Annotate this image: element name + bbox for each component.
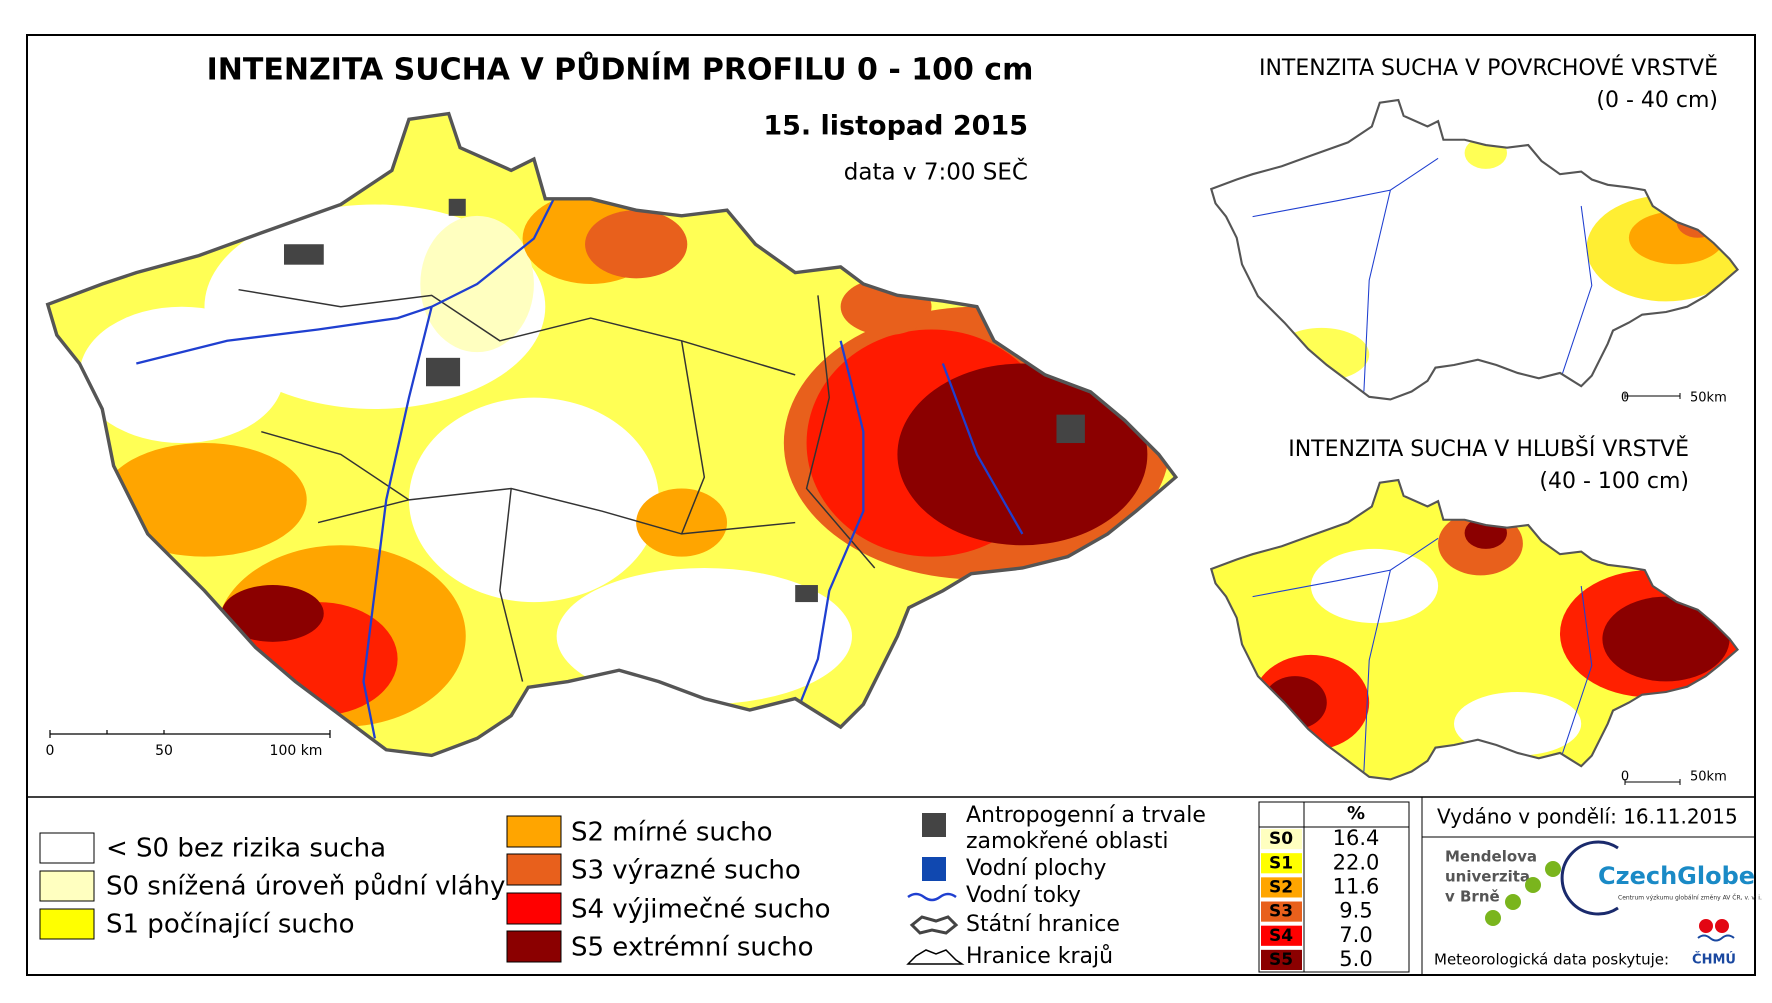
class-percent: 9.5: [1339, 899, 1372, 923]
class-percent: 22.0: [1333, 850, 1380, 874]
inset-scale-line: [1624, 779, 1681, 785]
logo-text: v Brně: [1445, 888, 1500, 906]
map-title: INTENZITA SUCHA V PŮDNÍM PROFILU 0 - 100…: [207, 51, 1034, 88]
legend-feature-label: Vodní plochy: [966, 856, 1106, 881]
percentage-table: % S0 16.4 S1 22.0 S2 11.6 S3 9.5 S4 7.0 S5 5.0: [1258, 801, 1410, 973]
class-code: S3: [1269, 902, 1293, 922]
legend-features: Antropogenní a trvale zamokřené oblasti …: [906, 803, 1206, 969]
time-note: data v 7:00 SEČ: [844, 158, 1028, 186]
scale-label: 0: [46, 743, 55, 759]
legend-label: S4 výjimečné sucho: [571, 895, 831, 925]
class-percent: 16.4: [1333, 826, 1380, 850]
issued-date: Vydáno v pondělí: 16.11.2015: [1437, 805, 1738, 829]
class-swatch: [1261, 949, 1302, 970]
legend-label: S1 počínající sucho: [106, 910, 355, 940]
map-date: 15. listopad 2015: [763, 111, 1028, 142]
class-percent: 7.0: [1339, 923, 1372, 947]
legend-label: S0 snížená úroveň půdní vláhy: [106, 872, 505, 902]
legend-label: S3 výrazné sucho: [571, 856, 801, 886]
logo-text: ČHMÚ: [1692, 952, 1736, 968]
legend-feature-label: Hranice krajů: [966, 944, 1113, 969]
class-swatch: [1261, 925, 1302, 946]
legend-classes: < S0 bez rizika sucha S0 snížená úroveň …: [39, 815, 831, 963]
class-code: S5: [1269, 950, 1293, 970]
scale-bar: 0 50 100 km: [46, 730, 331, 759]
class-swatch: [1261, 829, 1302, 850]
inset-title: INTENZITA SUCHA V POVRCHOVÉ VRSTVĚ: [1259, 55, 1718, 81]
inset-scale-label: 50km: [1690, 770, 1727, 785]
class-swatch: [1261, 853, 1302, 874]
legend-label: S5 extrémní sucho: [571, 933, 814, 963]
class-code: S4: [1269, 926, 1293, 946]
legend-feature-label: zamokřené oblasti: [966, 829, 1168, 854]
inset-title: INTENZITA SUCHA V HLUBŠÍ VRSTVĚ: [1288, 436, 1689, 462]
logo-text: Mendelova: [1445, 848, 1537, 866]
class-percent: 11.6: [1333, 874, 1380, 898]
scale-label: 100 km: [270, 743, 323, 759]
class-code: S2: [1269, 877, 1293, 897]
inset-depth: (40 - 100 cm): [1539, 469, 1689, 494]
inset-scale-label: 0: [1621, 391, 1629, 406]
class-percent: 5.0: [1339, 947, 1372, 971]
legend-feature-label: Státní hranice: [966, 912, 1120, 937]
logo-text: CzechGlobe: [1598, 862, 1755, 890]
logo-subtext: Centrum výzkumu globální změny AV ČR, v.…: [1618, 895, 1762, 902]
inset-scale-label: 50km: [1690, 391, 1727, 406]
inset-scale-line: [1624, 393, 1681, 399]
mendel-logo: Mendelova univerzita v Brně: [1445, 848, 1561, 926]
legend-label: < S0 bez rizika sucha: [106, 834, 386, 864]
scale-line: [49, 730, 331, 738]
class-code: S1: [1269, 853, 1293, 873]
legend-feature-label: Antropogenní a trvale: [966, 803, 1206, 828]
czechglobe-logo: CzechGlobe Centrum výzkumu globální změn…: [1560, 840, 1762, 916]
class-code: S0: [1269, 829, 1293, 849]
inset-depth: (0 - 40 cm): [1596, 88, 1718, 113]
chmu-logo: ČHMÚ: [1692, 919, 1736, 968]
logo-text: univerzita: [1445, 868, 1530, 886]
data-credit: Meteorologická data poskytuje:: [1434, 951, 1669, 969]
class-swatch: [1261, 877, 1302, 898]
legend-label: S2 mírné sucho: [571, 818, 773, 848]
legend-feature-label: Vodní toky: [966, 883, 1081, 908]
inset-scale-label: 0: [1621, 770, 1629, 785]
table-header: %: [1347, 803, 1365, 824]
scale-label: 50: [155, 743, 173, 759]
class-swatch: [1261, 901, 1302, 922]
